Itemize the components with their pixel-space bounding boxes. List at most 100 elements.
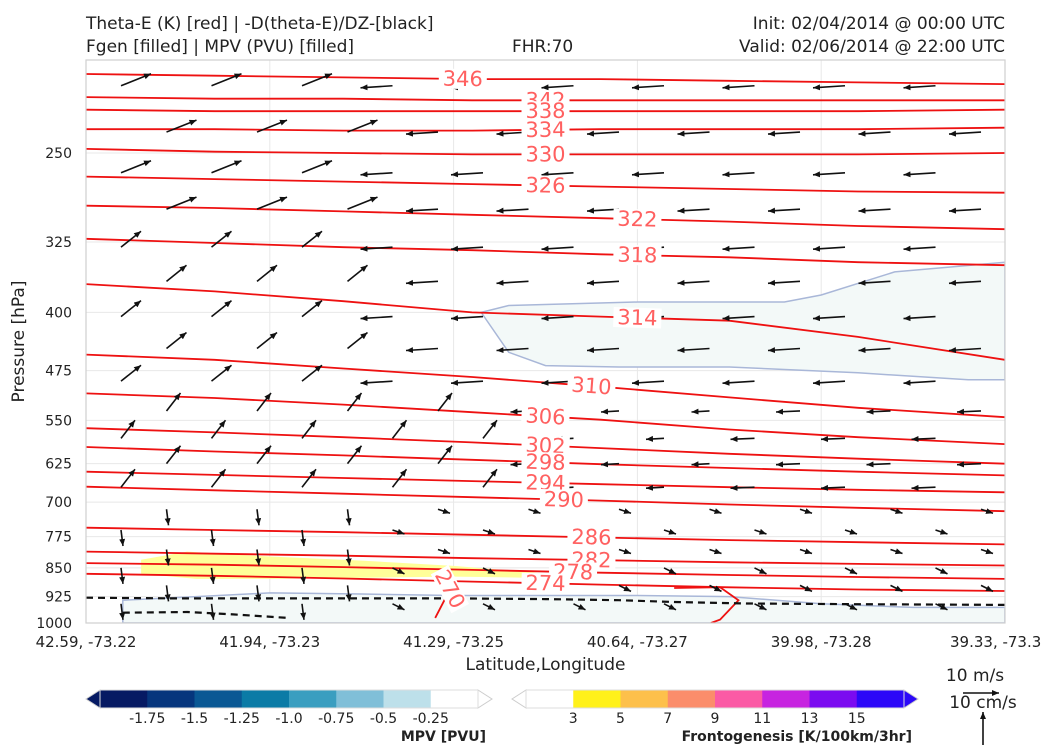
theta-e-contour [86,562,1005,580]
wind-vector [255,509,262,526]
wind-vector [812,245,846,252]
wind-vector [858,130,891,137]
fgen-colorbar-swatch [667,690,716,708]
wind-vector [709,548,722,555]
wind-vector [345,549,352,566]
wind-vector [255,549,262,566]
contour-label-bg [613,208,662,230]
wind-vector [691,461,710,468]
wind-vector [482,603,496,611]
wind-vector [677,279,710,286]
wind-vector [618,548,632,555]
mpv-area-lower [122,592,1005,623]
mpv-colorbar-tick-label: -0.75 [318,711,354,727]
y-tick-label: 400 [45,305,72,321]
wind-vector [890,508,903,515]
contour-label: 290 [544,487,585,512]
wind-vector [165,445,182,465]
wind-vector [631,84,665,91]
theta-e-contour [86,485,1005,513]
wind-vector [980,548,994,555]
mpv-colorbar-swatch [100,690,148,708]
wind-vector [301,73,333,87]
x-tick-label: 41.29, -73.25 [403,633,504,651]
wind-vector [256,445,272,465]
wind-vector [948,279,982,286]
fgen-colorbar-tick-label: 9 [711,711,720,727]
wind-vector [600,461,620,468]
mpv-colorbar-frame [99,689,479,709]
frontogenesis-area [141,551,564,579]
axes: 250 325 400 475 550 625 700 775 850 925 100042.59,… [9,59,1041,675]
wind-vector [844,603,858,611]
wind-vector [677,207,710,214]
contour-label: 286 [571,525,612,550]
theta-e-contour [86,526,1005,546]
wind-vector [903,171,936,178]
wind-vector [437,508,451,515]
mpv-colorbar-swatch [289,690,337,708]
mpv-colorbar-swatch [383,690,432,708]
fgen-colorbar-tick-label: 13 [801,711,819,727]
x-tick-label: 40.64, -73.27 [587,633,688,651]
wind-vector [935,528,948,535]
wind-vector [301,299,323,318]
fgen-colorbar-swatch [620,690,669,708]
wind-vector [360,315,393,322]
mpv-colorbar-tick-label: -0.5 [370,711,397,727]
contour-label: 298 [525,450,566,475]
y-tick-label: 1000 [36,616,72,632]
colorbars: -1.75 -1.5 -1.25 -1.0 -0.75 -0.5 -0.25 MPV [PVU… [85,689,919,745]
wind-vector [166,196,197,210]
wind-vector [767,279,801,286]
contour-label-bg [521,434,570,457]
wind-vector [767,207,801,214]
wind-vector [631,171,665,178]
wind-vector [437,392,453,412]
wind-vector [405,347,439,354]
wind-vector [586,279,620,286]
x-axis-label: Latitude,Longitude [466,655,626,675]
fgen-colorbar-swatch [715,690,763,708]
wind-vector [301,230,323,248]
wind-vector [392,528,405,535]
wind-vector [120,419,136,439]
wind-vector [812,379,846,386]
theta-e-contour [86,204,1005,231]
wind-vector [645,435,665,442]
wind-vector [211,160,242,174]
wind-vector [754,567,767,575]
wind-vector [722,171,755,178]
wind-vector [812,171,846,178]
contour-label-bg [521,144,570,165]
mpv-colorbar-tick-label: -1.75 [129,711,165,727]
contour-label: 274 [525,571,566,596]
wind-vector [730,436,755,443]
wind-vector [541,84,574,91]
wind-vector [890,584,903,593]
wind-vector [482,567,496,575]
wind-vector [858,207,891,214]
wind-vector [165,392,182,412]
wind-vector [119,567,126,584]
y-tick-label: 850 [45,561,72,577]
wind-vector [211,230,232,248]
mpv-colorbar-swatch [430,690,479,708]
plot-frame [85,59,1006,624]
wind-vector [799,548,813,555]
wind-vector [256,264,278,282]
wind-vector [496,347,529,354]
wind-vector [767,347,801,354]
wind-vector [360,379,393,386]
wind-vector [211,364,232,382]
wind-vector [347,119,378,133]
mpv-colorbar-extend-right [477,689,493,709]
wind-vector [903,315,936,322]
wind-vector [301,160,333,174]
wind-vector [820,484,846,491]
mpv-colorbar-title: MPV [PVU] [401,729,486,745]
fgen-colorbar-swatch [856,690,905,708]
fgen-colorbar-tick-label: 15 [848,711,866,727]
y-axis-label: Pressure [hPa] [9,281,29,403]
